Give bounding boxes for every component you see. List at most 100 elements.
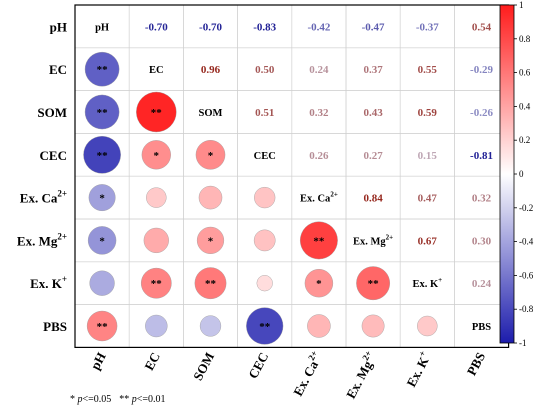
column-label: Ex. Ca2+ bbox=[288, 349, 325, 399]
correlation-circle bbox=[86, 310, 118, 342]
correlation-circle bbox=[194, 267, 227, 300]
significance-marker: ** bbox=[205, 278, 217, 290]
coefficient-label: -0.37 bbox=[416, 21, 439, 33]
colorbar-tick-label: 1 bbox=[519, 0, 524, 10]
colorbar-tick-label: 0.2 bbox=[519, 135, 530, 145]
colorbar-tick-label: 0 bbox=[519, 169, 524, 179]
correlation-circle bbox=[356, 266, 390, 301]
significance-marker: ** bbox=[151, 107, 163, 119]
diagonal-label: Ex. K+ bbox=[412, 276, 442, 290]
column-label: Ex. Mg2+ bbox=[341, 349, 380, 401]
correlation-circle bbox=[198, 185, 223, 210]
significance-marker: * bbox=[99, 193, 105, 205]
significance-marker: * bbox=[316, 278, 322, 290]
coefficient-label: 0.32 bbox=[309, 107, 329, 119]
correlation-circle bbox=[87, 226, 117, 255]
coefficient-label: -0.70 bbox=[199, 21, 222, 33]
correlation-circle bbox=[84, 51, 120, 87]
colorbar-gradient bbox=[499, 4, 515, 344]
correlation-circle bbox=[254, 186, 276, 209]
row-label: CEC bbox=[40, 148, 67, 163]
column-label: EC bbox=[141, 350, 163, 373]
row-label: pH bbox=[50, 19, 67, 34]
row-label: PBS bbox=[43, 319, 67, 334]
colorbar: 1 0.8 0.6 0.4 0.2 0 -0.2 -0.4 -0.6 -0.8 -1 bbox=[499, 0, 534, 348]
correlation-circle bbox=[361, 314, 385, 338]
column-label: pH bbox=[87, 350, 108, 372]
correlation-circle bbox=[83, 136, 121, 174]
significance-marker: ** bbox=[259, 321, 271, 333]
significance-marker: ** bbox=[97, 150, 109, 162]
coefficient-label: -0.83 bbox=[253, 21, 276, 33]
row-label: EC bbox=[49, 62, 67, 77]
significance-marker: ** bbox=[151, 278, 163, 290]
coefficient-label: 0.37 bbox=[363, 64, 383, 76]
colorbar-tick-label: -0.8 bbox=[519, 304, 534, 314]
column-label: CEC bbox=[245, 350, 271, 381]
diagonal-label: PBS bbox=[472, 322, 491, 333]
row-label: Ex. Ca2+ bbox=[20, 189, 67, 206]
diagonal-label: SOM bbox=[199, 108, 223, 119]
coefficient-label: 0.32 bbox=[472, 193, 492, 205]
coefficient-label: -0.70 bbox=[145, 21, 168, 33]
colorbar-tick-label: 0.6 bbox=[519, 68, 531, 78]
correlation-circle bbox=[143, 227, 169, 254]
colorbar-tick-label: -0.4 bbox=[519, 237, 534, 247]
correlation-circle bbox=[136, 91, 177, 133]
diagonal-label: CEC bbox=[254, 151, 276, 162]
significance-marker: * bbox=[154, 150, 160, 162]
row-label: Ex. K+ bbox=[30, 274, 67, 291]
diagonal-label: Ex. Mg2+ bbox=[353, 233, 393, 247]
diagonal-label: Ex. Ca2+ bbox=[300, 191, 338, 205]
coefficient-label: 0.27 bbox=[363, 150, 383, 162]
coefficient-label: 0.24 bbox=[472, 278, 492, 290]
coefficient-label: 0.24 bbox=[309, 64, 329, 76]
diagonal-label: EC bbox=[149, 65, 164, 76]
column-label: SOM bbox=[190, 350, 217, 383]
colorbar-tick-label: 0.8 bbox=[519, 34, 531, 44]
coefficient-label: 0.50 bbox=[255, 64, 275, 76]
row-labels: pH EC SOM CEC Ex. Ca2+ Ex. Mg2+ Ex. K+ PBS bbox=[17, 19, 67, 334]
coefficient-label: 0.96 bbox=[201, 64, 221, 76]
correlation-circle bbox=[84, 94, 120, 130]
coefficient-label: -0.29 bbox=[470, 64, 493, 76]
correlation-circle bbox=[417, 315, 438, 337]
coefficient-label: 0.51 bbox=[255, 107, 274, 119]
coefficient-label: -0.42 bbox=[307, 21, 330, 33]
correlation-circle bbox=[196, 226, 225, 254]
colorbar-tick-label: -0.2 bbox=[519, 203, 533, 213]
significance-marker: * bbox=[208, 235, 214, 247]
row-label: Ex. Mg2+ bbox=[17, 231, 67, 248]
coefficient-label: 0.43 bbox=[363, 107, 383, 119]
coefficient-label: -0.26 bbox=[470, 107, 493, 119]
coefficient-label: 0.55 bbox=[418, 64, 438, 76]
coefficient-label: 0.15 bbox=[418, 150, 438, 162]
significance-marker: ** bbox=[368, 278, 380, 290]
correlation-circle bbox=[307, 314, 331, 338]
coefficient-label: 0.59 bbox=[418, 107, 438, 119]
significance-marker: ** bbox=[97, 64, 109, 76]
coefficient-label: 0.84 bbox=[363, 193, 383, 205]
diagonal-label: pH bbox=[95, 22, 109, 33]
cells-layer: pH -0.70 -0.70 -0.83 -0.42 -0.47 -0.37 0.54** EC… bbox=[74, 4, 510, 348]
coefficient-label: 0.54 bbox=[472, 21, 492, 33]
column-label: Ex. K+ bbox=[402, 349, 434, 390]
colorbar-tick-label: 0.4 bbox=[519, 101, 531, 111]
correlation-circle bbox=[195, 140, 226, 170]
correlation-circle bbox=[199, 315, 222, 337]
row-label: SOM bbox=[37, 105, 67, 120]
coefficient-label: 0.30 bbox=[472, 235, 492, 247]
coefficient-label: -0.47 bbox=[362, 21, 385, 33]
column-label: PBS bbox=[464, 350, 488, 378]
correlation-circle bbox=[246, 307, 284, 345]
correlation-circle bbox=[141, 140, 171, 170]
correlation-circle bbox=[146, 187, 167, 208]
colorbar-tick-label: -0.6 bbox=[519, 270, 534, 280]
correlation-circle bbox=[88, 184, 116, 212]
correlation-circle bbox=[89, 270, 115, 296]
coefficient-label: 0.67 bbox=[418, 235, 438, 247]
significance-marker: ** bbox=[97, 107, 109, 119]
coefficient-label: 0.47 bbox=[418, 193, 438, 205]
coefficient-label: 0.26 bbox=[309, 150, 329, 162]
